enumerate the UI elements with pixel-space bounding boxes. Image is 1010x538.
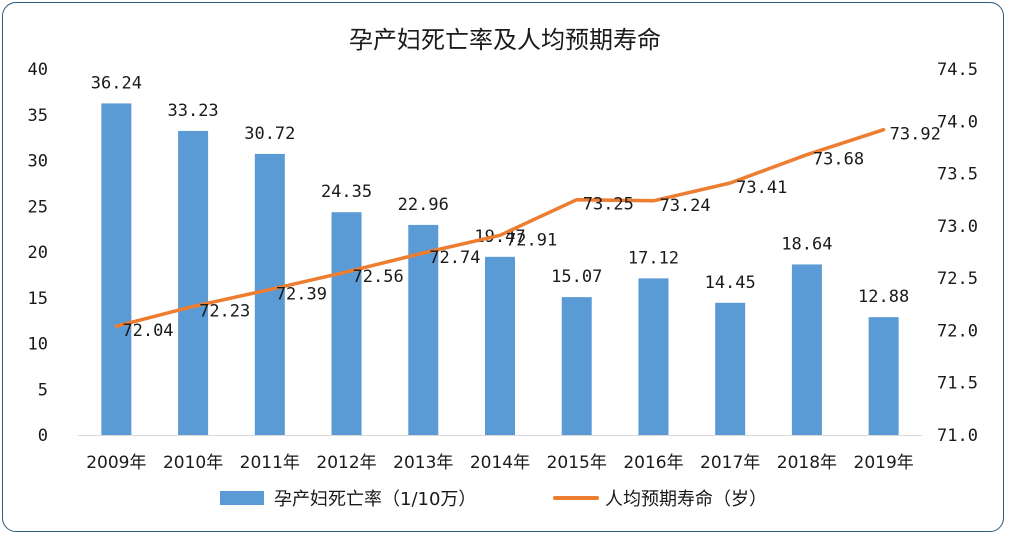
legend-label-bar: 孕产妇死亡率（1/10万） <box>274 489 476 510</box>
bar-value-label: 22.96 <box>398 195 449 215</box>
right-tick-label: 72.5 <box>937 269 978 289</box>
bar-value-label: 14.45 <box>705 273 756 293</box>
left-tick-label: 0 <box>38 426 48 446</box>
line-value-label: 72.04 <box>122 321 173 341</box>
x-tick-label: 2019年 <box>854 453 914 473</box>
left-tick-label: 40 <box>28 60 48 80</box>
bar-value-label: 12.88 <box>858 287 909 307</box>
bar <box>331 212 362 435</box>
line-value-label: 73.92 <box>890 125 941 145</box>
line-value-label: 72.74 <box>429 248 480 268</box>
x-tick-label: 2010年 <box>163 453 223 473</box>
bar-series <box>101 103 899 436</box>
line-value-label: 73.68 <box>813 150 864 170</box>
right-tick-label: 71.5 <box>937 374 978 394</box>
bar <box>561 297 592 435</box>
right-tick-label: 73.5 <box>937 165 978 185</box>
line-series-path <box>114 127 886 328</box>
right-tick-label: 72.0 <box>937 321 978 341</box>
left-tick-label: 15 <box>28 289 48 309</box>
bar <box>485 256 515 435</box>
x-tick-label: 2018年 <box>777 453 837 473</box>
bar-value-label: 36.24 <box>91 73 142 93</box>
bar <box>715 302 746 435</box>
bar-data-labels: 36.2433.2330.7224.3522.9619.4715.0717.12… <box>91 73 909 307</box>
line-value-label: 72.56 <box>353 267 404 287</box>
line-value-label: 73.25 <box>583 195 634 215</box>
line-value-label: 73.41 <box>736 178 787 198</box>
legend-swatch-bar <box>220 491 264 505</box>
bar <box>178 130 209 435</box>
right-tick-label: 74.5 <box>937 60 978 80</box>
line-value-label: 72.23 <box>199 301 250 321</box>
legend-label-line: 人均预期寿命（岁） <box>605 489 767 510</box>
bar-value-label: 24.35 <box>321 182 372 202</box>
x-tick-label: 2013年 <box>393 453 453 473</box>
left-tick-label: 35 <box>28 106 48 126</box>
left-tick-label: 30 <box>28 152 48 172</box>
bar-value-label: 30.72 <box>244 124 295 144</box>
left-tick-label: 5 <box>38 380 48 400</box>
line-value-label: 73.24 <box>659 196 710 216</box>
line-data-labels: 72.04 72.23 72.39 72.56 72.74 72.91 73.25 73.24… <box>122 125 940 342</box>
chart-title: 孕产妇死亡率及人均预期寿命 <box>349 26 661 54</box>
bar <box>101 103 132 436</box>
left-tick-label: 10 <box>28 335 48 355</box>
line-value-label: 72.39 <box>276 285 327 305</box>
bar-value-label: 18.64 <box>781 234 832 254</box>
left-tick-label: 20 <box>28 243 48 263</box>
x-tick-label: 2015年 <box>547 453 607 473</box>
legend: 孕产妇死亡率（1/10万） 人均预期寿命（岁） <box>220 489 767 510</box>
right-tick-label: 73.0 <box>937 217 978 237</box>
bar <box>791 264 822 435</box>
line-value-label: 72.91 <box>506 230 557 250</box>
right-axis-ticks: 71.0 71.5 72.0 72.5 73.0 73.5 74.0 74.5 <box>937 60 978 446</box>
bar <box>408 224 439 435</box>
x-axis-tick-labels: 2009年 2010年 2011年 2012年 2013年 2014年 2015年 2016年… <box>86 453 914 473</box>
bar <box>638 278 669 435</box>
bar-value-label: 33.23 <box>167 101 218 121</box>
left-tick-label: 25 <box>28 197 48 217</box>
bar-value-label: 17.12 <box>628 248 679 268</box>
bar-value-label: 15.07 <box>551 267 602 287</box>
x-tick-label: 2011年 <box>240 453 300 473</box>
x-tick-label: 2016年 <box>623 453 683 473</box>
x-tick-label: 2017年 <box>700 453 760 473</box>
x-tick-label: 2014年 <box>470 453 530 473</box>
bar <box>254 153 285 436</box>
left-axis-ticks: 0 5 10 15 20 25 30 35 40 <box>28 60 48 446</box>
x-tick-label: 2009年 <box>86 453 146 473</box>
right-tick-label: 71.0 <box>937 426 978 446</box>
bar <box>868 317 899 435</box>
right-tick-label: 74.0 <box>937 112 978 132</box>
x-tick-label: 2012年 <box>316 453 376 473</box>
